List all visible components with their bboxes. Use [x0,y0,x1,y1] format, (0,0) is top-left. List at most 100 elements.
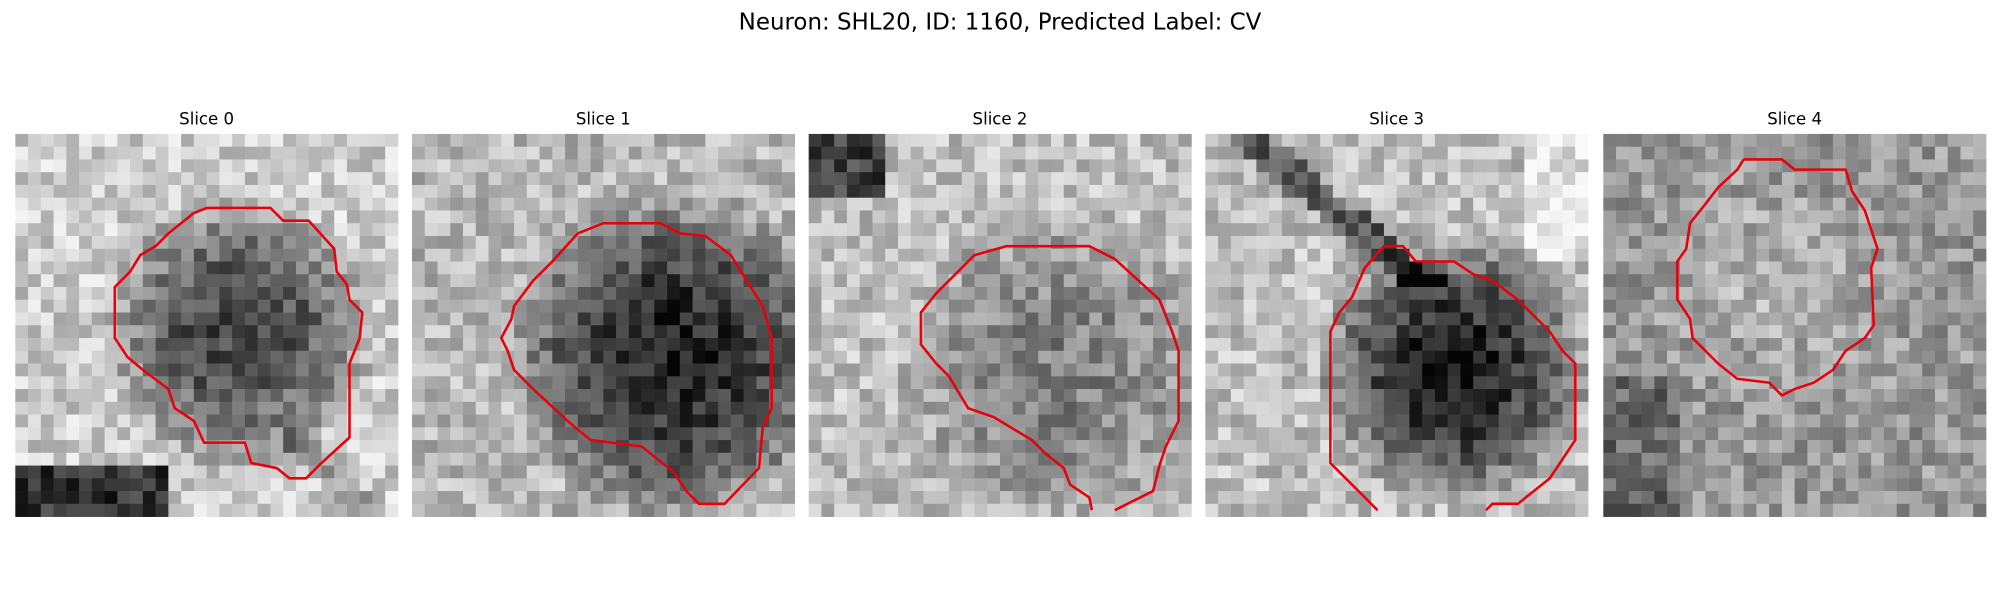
segmentation-contour [1676,158,1879,397]
pixel [1718,146,1732,160]
pixel [1063,503,1077,517]
pixel [168,172,182,186]
pixel [1294,261,1308,275]
pixel [961,235,975,250]
pixel [1524,503,1538,517]
pixel [66,159,80,173]
pixel [616,401,630,415]
pixel [1178,401,1192,415]
pixel [1692,159,1706,173]
pixel [1460,286,1474,301]
pixel [846,172,861,186]
pixel [781,248,796,262]
pixel [1127,440,1141,454]
pixel [181,312,195,326]
pixel [1807,389,1821,403]
pixel [463,401,477,415]
pixel [1973,312,1987,326]
pixel [130,312,144,326]
pixel [1883,440,1898,454]
pixel [1383,465,1398,479]
pixel [424,389,438,403]
pixel [1000,363,1014,377]
pixel [1051,274,1065,288]
pixel [781,146,796,160]
pixel [1845,414,1859,428]
pixel [334,427,348,441]
pixel [1345,133,1359,148]
pixel [1871,465,1885,479]
pixel [193,286,208,301]
pixel [923,427,937,441]
pixel [781,350,796,364]
pixel [1705,363,1719,377]
pixel [1089,210,1103,224]
pixel [1575,299,1589,313]
pixel [1205,325,1219,339]
pixel [244,312,259,326]
pixel [1218,389,1232,403]
pixel [1654,223,1668,237]
pixel [948,223,963,237]
pixel [359,261,373,275]
pixel [808,389,822,403]
pixel [539,248,553,262]
pixel [1909,210,1923,224]
pixel [463,210,477,224]
pixel [705,133,719,148]
pixel [616,389,630,403]
pixel [1205,248,1219,262]
pixel [1769,350,1783,364]
pixel [781,414,796,428]
pixel [936,248,950,262]
pixel [1012,414,1026,428]
pixel [244,248,259,262]
pixel [1153,210,1167,224]
pixel [808,223,822,237]
pixel [590,465,604,479]
pixel [463,427,477,441]
pixel [53,248,67,262]
pixel [270,325,284,339]
pixel [1051,401,1065,415]
pixel [346,197,361,211]
pixel [385,376,399,390]
pixel [1575,261,1589,275]
pixel [117,312,131,326]
pixel [1307,401,1321,415]
pixel [974,478,988,492]
pixel [743,223,757,237]
pixel [372,261,386,275]
pixel [987,338,1001,352]
pixel [1485,414,1500,428]
pixel [1654,338,1668,352]
pixel [1628,503,1642,517]
pixel [872,503,886,517]
pixel [526,363,540,377]
pixel [28,478,42,492]
pixel [53,261,67,275]
pixel [1205,197,1219,211]
pixel [1076,440,1090,454]
pixel [526,133,540,148]
pixel [565,503,579,517]
pixel [1575,363,1589,377]
pixel [808,427,822,441]
pixel [1063,350,1077,364]
pixel [463,235,477,250]
pixel [206,503,220,517]
pixel [1781,363,1796,377]
pixel [321,350,335,364]
pixel [1434,261,1449,275]
pixel [1409,427,1423,441]
pixel [1781,401,1796,415]
pixel [232,274,246,288]
pixel [1038,389,1052,403]
pixel [539,465,553,479]
pixel [679,146,693,160]
pixel [79,440,93,454]
pixel [117,274,131,288]
pixel [475,452,489,466]
pixel [1524,248,1538,262]
pixel [501,414,515,428]
